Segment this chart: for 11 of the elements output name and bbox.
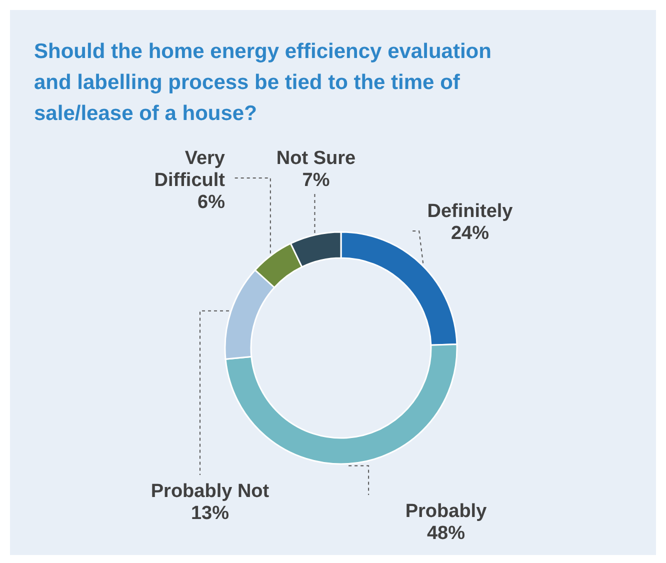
slice-label: Probably Not [150, 481, 270, 502]
slice-label: Probably [405, 501, 488, 522]
data-label: 13% [190, 503, 230, 524]
chart-title: Should the home energy efficiency evaluation and labelling process be tied to the time of sale/lease of a house? [34, 40, 492, 125]
slice-label: Not Sure [276, 148, 356, 169]
data-label: 48% [426, 523, 466, 544]
data-label: 24% [450, 223, 490, 244]
data-label: 7% [302, 170, 330, 191]
data-label: 6% [198, 192, 226, 213]
slice-label: Very Difficult [154, 148, 226, 191]
slice-label: Definitely [427, 201, 514, 222]
